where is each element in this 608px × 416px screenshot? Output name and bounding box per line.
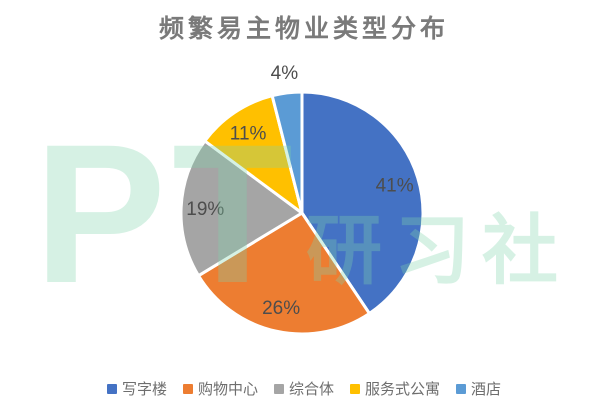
pie-slice-label: 11%: [230, 123, 267, 144]
chart-title: 频繁易主物业类型分布: [158, 15, 449, 43]
legend-item[interactable]: 服务式公寓: [350, 378, 440, 399]
legend-item[interactable]: 酒店: [456, 378, 501, 399]
legend-label: 综合体: [288, 381, 334, 398]
pie-slice[interactable]: [196, 211, 371, 336]
pie-slice[interactable]: [270, 90, 304, 215]
legend-swatch-icon: [182, 383, 193, 394]
legend-label: 服务式公寓: [365, 381, 441, 398]
legend-swatch-icon: [273, 383, 284, 394]
pie-slice-label: 19%: [186, 199, 224, 220]
pie-labels-group: 41% 26% 19% 11% 4%: [186, 63, 413, 319]
pie-slices-group: [179, 90, 425, 336]
pie-slice[interactable]: [300, 90, 425, 315]
legend-item[interactable]: 购物中心: [182, 378, 258, 399]
pie-slice[interactable]: [179, 139, 304, 278]
pie-slice[interactable]: [203, 94, 304, 215]
legend-item[interactable]: 综合体: [273, 378, 334, 399]
legend-swatch-icon: [456, 383, 467, 394]
legend-label: 写字楼: [121, 381, 167, 398]
pie-slice-label: 26%: [262, 298, 300, 319]
legend-swatch-icon: [350, 383, 360, 394]
pie-slice-label: 41%: [376, 175, 414, 196]
legend-label: 购物中心: [197, 381, 258, 398]
legend-item[interactable]: 写字楼: [106, 378, 167, 399]
legend-swatch-icon: [106, 383, 117, 394]
legend: 写字楼 购物中心 综合体 服务式公寓 酒店: [0, 378, 608, 399]
legend-label: 酒店: [471, 381, 502, 398]
pie-slice-label: 4%: [271, 63, 299, 84]
